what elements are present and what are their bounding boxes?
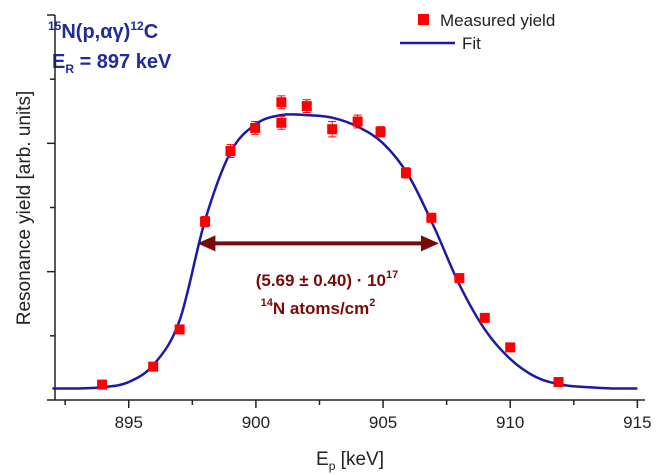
reaction: 15N(p,αγ)12C [48, 19, 158, 43]
point [327, 124, 338, 135]
txt: N(p,αγ) [61, 21, 130, 43]
point [352, 116, 363, 127]
txt: [keV] [335, 449, 384, 470]
x-tick-label: 895 [115, 413, 143, 432]
point [301, 101, 312, 112]
txt: E [52, 51, 65, 73]
annotation: (5.69 ± 0.40) · 1017 [256, 269, 399, 290]
legend-label: Fit [462, 34, 481, 53]
fit-line [52, 113, 638, 390]
point [276, 97, 287, 108]
sub: R [65, 62, 74, 76]
x-tick-label: 900 [242, 413, 270, 432]
txt: = 897 keV [74, 51, 172, 73]
resonance: ER = 897 keV [52, 51, 172, 76]
txt: C [144, 21, 158, 43]
sub: p [329, 459, 336, 473]
x-label: Ep [keV] [316, 449, 384, 473]
legend-marker [418, 14, 429, 25]
point [225, 146, 236, 157]
point [553, 377, 564, 388]
point [200, 216, 211, 227]
annotation: 14N atoms/cm2 [261, 297, 376, 318]
point [375, 126, 386, 137]
txt: E [316, 449, 329, 470]
point [400, 167, 411, 178]
x-tick-label: 915 [623, 413, 651, 432]
point [97, 379, 108, 390]
point [250, 122, 261, 133]
arrow-head [421, 235, 440, 252]
arrow-head [197, 235, 216, 252]
point [454, 273, 465, 284]
sup: 14 [261, 297, 274, 309]
sup: 17 [386, 269, 398, 281]
point [174, 324, 185, 335]
point [479, 312, 490, 323]
x-tick-label: 905 [369, 413, 397, 432]
txt: (5.69 ± 0.40) · 10 [256, 271, 386, 290]
sup: 2 [369, 297, 375, 309]
legend-label: Measured yield [440, 11, 555, 30]
point [505, 342, 516, 353]
point [426, 212, 437, 223]
sup: 12 [130, 19, 144, 33]
txt: N atoms/cm [273, 299, 369, 318]
point [276, 117, 287, 128]
point [148, 361, 159, 372]
x-tick-label: 910 [496, 413, 524, 432]
y-label: Resonance yield [arb. units] [14, 91, 35, 325]
